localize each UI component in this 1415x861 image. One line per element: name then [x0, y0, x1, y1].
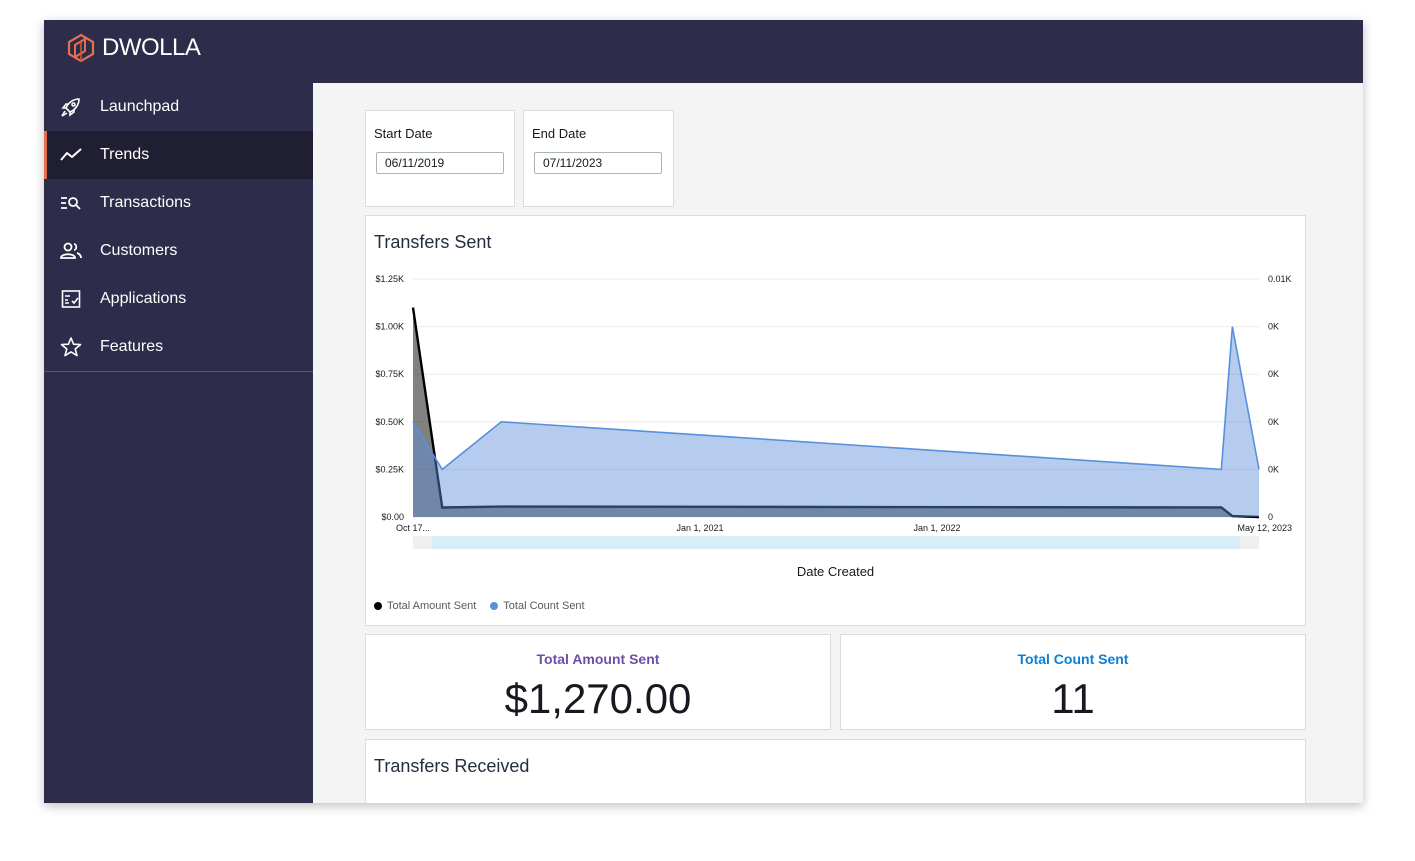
x-tick-label: Jan 1, 2022 — [913, 523, 960, 533]
end-date-label: End Date — [532, 126, 587, 141]
total-amount-card: Total Amount Sent $1,270.00 — [365, 634, 831, 730]
y-left-tick-label: $0.00 — [381, 512, 404, 522]
start-date-filter: Start Date — [365, 110, 515, 207]
x-axis-title: Date Created — [796, 564, 875, 579]
sidebar-item-label: Trends — [100, 146, 150, 163]
y-left-tick-label: $0.25K — [375, 464, 404, 474]
y-right-tick-label: 0 — [1268, 512, 1273, 522]
users-icon — [60, 241, 82, 261]
brand-name: DWOLLA — [102, 34, 201, 61]
app-window: DWOLLA Launchpad Trends — [44, 20, 1363, 803]
transfers-received-card: Transfers Received — [365, 739, 1306, 803]
count-series-line[interactable] — [412, 326, 1260, 471]
end-date-input[interactable] — [534, 152, 662, 174]
sidebar-item-trends[interactable]: Trends — [44, 131, 313, 179]
sidebar-item-label: Transactions — [100, 194, 191, 211]
legend-dot-icon — [490, 602, 499, 610]
y-left-tick-label: $1.25K — [375, 274, 404, 284]
sidebar-item-label: Applications — [100, 290, 187, 307]
chart-legend: Total Amount Sent Total Count Sent — [374, 600, 585, 612]
amount-series-line[interactable] — [411, 307, 1260, 519]
star-icon — [60, 337, 82, 357]
dwolla-logo-icon — [67, 33, 95, 63]
x-tick-label: May 12, 2023 — [1237, 523, 1292, 533]
sidebar-item-launchpad[interactable]: Launchpad — [44, 83, 313, 131]
sidebar-item-transactions[interactable]: Transactions — [44, 179, 313, 227]
total-amount-title: Total Amount Sent — [536, 651, 660, 667]
total-count-value: 11 — [1051, 675, 1095, 722]
y-right-tick-label: 0K — [1268, 464, 1279, 474]
legend-label: Total Count Sent — [503, 600, 585, 612]
end-date-filter: End Date — [523, 110, 674, 207]
y-left-tick-label: $0.50K — [375, 417, 404, 427]
y-left-tick-label: $1.00K — [375, 322, 404, 332]
sidebar: Launchpad Trends Transactions — [44, 83, 313, 803]
start-date-label: Start Date — [374, 126, 433, 141]
sidebar-item-label: Features — [100, 338, 164, 355]
y-right-tick-label: 0.01K — [1268, 274, 1292, 284]
total-count-title: Total Count Sent — [1017, 651, 1129, 667]
dwolla-logo[interactable]: DWOLLA — [66, 33, 201, 63]
sidebar-item-features[interactable]: Features — [44, 323, 313, 371]
trend-line-icon — [60, 145, 82, 165]
x-tick-label: Oct 17... — [396, 523, 430, 533]
y-right-tick-label: 0K — [1268, 417, 1279, 427]
transfers-received-title: Transfers Received — [374, 756, 530, 776]
start-date-input[interactable] — [376, 152, 504, 174]
sidebar-item-label: Customers — [100, 242, 178, 259]
y-right-tick-label: 0K — [1268, 369, 1279, 379]
legend-label: Total Amount Sent — [387, 600, 477, 612]
y-left-tick-label: $0.75K — [375, 369, 404, 379]
count-series-area — [413, 326, 1259, 517]
transfers-sent-title: Transfers Sent — [374, 232, 492, 252]
list-search-icon — [60, 193, 82, 213]
sidebar-item-applications[interactable]: Applications — [44, 275, 313, 323]
x-tick-label: Jan 1, 2021 — [676, 523, 723, 533]
y-right-tick-label: 0K — [1268, 322, 1279, 332]
total-count-card: Total Count Sent 11 — [840, 634, 1306, 730]
transfers-sent-chart[interactable]: $1.25K 0.01K $1.00K 0K $0.75K 0K $0.50K 0K $0.25… — [366, 216, 1305, 556]
transfers-sent-card: Transfers Sent $1.25K 0.01K $1.00K 0K $0.75K… — [365, 215, 1306, 626]
sidebar-item-customers[interactable]: Customers — [44, 227, 313, 275]
total-amount-value: $1,270.00 — [504, 675, 692, 722]
top-bar: DWOLLA — [44, 20, 1363, 83]
sidebar-divider — [44, 371, 313, 372]
legend-dot-icon — [374, 602, 382, 610]
checklist-icon — [60, 289, 82, 309]
legend-item-amount[interactable]: Total Amount Sent — [374, 600, 476, 612]
main-content: Start Date End Date Transfers Sent $1.25… — [314, 83, 1363, 803]
legend-item-count[interactable]: Total Count Sent — [490, 600, 585, 612]
sidebar-item-label: Launchpad — [100, 98, 180, 115]
range-slider-selection[interactable] — [432, 536, 1240, 549]
rocket-icon — [60, 97, 82, 117]
